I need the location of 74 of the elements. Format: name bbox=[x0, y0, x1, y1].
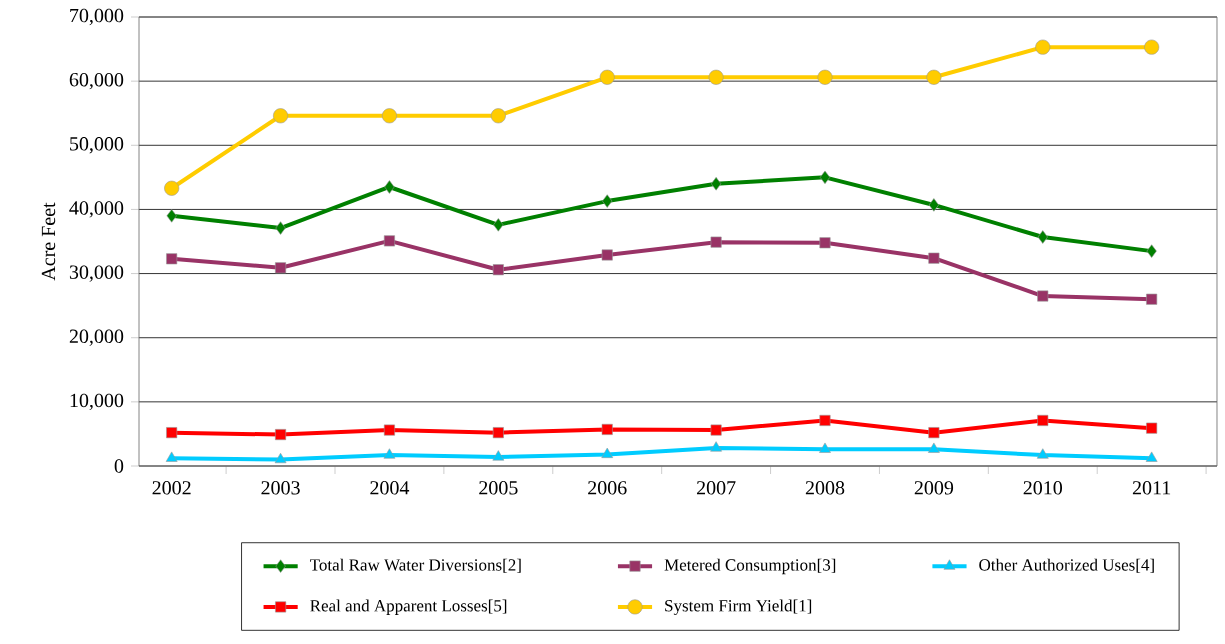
point bbox=[928, 198, 939, 212]
point bbox=[601, 447, 614, 458]
point bbox=[493, 218, 504, 232]
point bbox=[275, 429, 287, 441]
point bbox=[384, 180, 395, 194]
point bbox=[599, 69, 615, 85]
point bbox=[819, 170, 831, 185]
point bbox=[710, 236, 722, 248]
point bbox=[383, 448, 396, 459]
point bbox=[1145, 451, 1158, 462]
point bbox=[1146, 422, 1158, 434]
x-tick-label: 2002 bbox=[152, 481, 191, 495]
x-tick-label: 2005 bbox=[479, 481, 518, 495]
point bbox=[1037, 290, 1049, 302]
point bbox=[928, 427, 940, 439]
point bbox=[711, 177, 722, 191]
legend-label: Other Authorized Uses[4] bbox=[979, 558, 1154, 573]
x-tick-label: 2006 bbox=[588, 481, 627, 495]
point bbox=[817, 69, 833, 85]
point bbox=[710, 441, 722, 452]
x-tick-label: 2004 bbox=[370, 481, 410, 495]
point bbox=[166, 209, 177, 223]
point bbox=[819, 414, 831, 426]
y-tick-label: 40,000 bbox=[69, 201, 124, 218]
point bbox=[381, 108, 397, 124]
y-tick-label: 70,000 bbox=[70, 8, 124, 26]
point bbox=[928, 252, 940, 264]
y-tick-label: 20,000 bbox=[69, 329, 124, 346]
y-tick-label: 60,000 bbox=[69, 72, 124, 90]
point bbox=[1037, 230, 1048, 244]
y-axis-title: Acre Feet bbox=[41, 202, 56, 281]
point bbox=[383, 235, 395, 247]
x-tick-label: 2010 bbox=[1023, 481, 1063, 495]
point bbox=[275, 262, 287, 274]
point bbox=[926, 69, 942, 85]
y-tick-label: 10,000 bbox=[70, 393, 124, 411]
point bbox=[165, 451, 178, 462]
legend-label: Total Raw Water Diversions[2] bbox=[310, 558, 521, 573]
point bbox=[164, 180, 180, 196]
point bbox=[710, 424, 722, 436]
point bbox=[490, 108, 506, 124]
point bbox=[708, 69, 724, 85]
legend-label: Real and Apparent Losses[5] bbox=[310, 599, 507, 615]
point bbox=[273, 108, 289, 124]
point bbox=[601, 249, 613, 261]
point bbox=[602, 194, 613, 208]
point bbox=[819, 442, 831, 453]
point bbox=[1036, 448, 1049, 459]
point bbox=[1035, 39, 1051, 55]
point bbox=[601, 423, 613, 435]
point bbox=[1144, 39, 1160, 55]
point bbox=[166, 427, 178, 439]
y-tick-label: 50,000 bbox=[70, 137, 124, 154]
point bbox=[492, 264, 504, 276]
point bbox=[166, 253, 178, 265]
legend-label: System Firm Yield[1] bbox=[665, 599, 812, 615]
point bbox=[274, 452, 287, 464]
point bbox=[1146, 244, 1157, 258]
y-tick-label: 30,000 bbox=[69, 265, 124, 282]
x-tick-label: 2003 bbox=[261, 481, 300, 495]
point bbox=[275, 221, 286, 235]
x-tick-label: 2009 bbox=[914, 481, 954, 495]
point bbox=[492, 450, 505, 461]
point bbox=[383, 424, 395, 436]
x-tick-label: 2011 bbox=[1132, 481, 1171, 495]
legend-label: Metered Consumption[3] bbox=[664, 558, 836, 575]
point bbox=[492, 427, 504, 439]
x-tick-label: 2007 bbox=[696, 481, 736, 495]
point bbox=[928, 442, 940, 453]
point bbox=[819, 237, 831, 249]
point bbox=[1037, 414, 1049, 426]
y-tick-label: 0 bbox=[114, 459, 124, 473]
point bbox=[1146, 293, 1158, 305]
x-tick-label: 2008 bbox=[805, 481, 845, 495]
